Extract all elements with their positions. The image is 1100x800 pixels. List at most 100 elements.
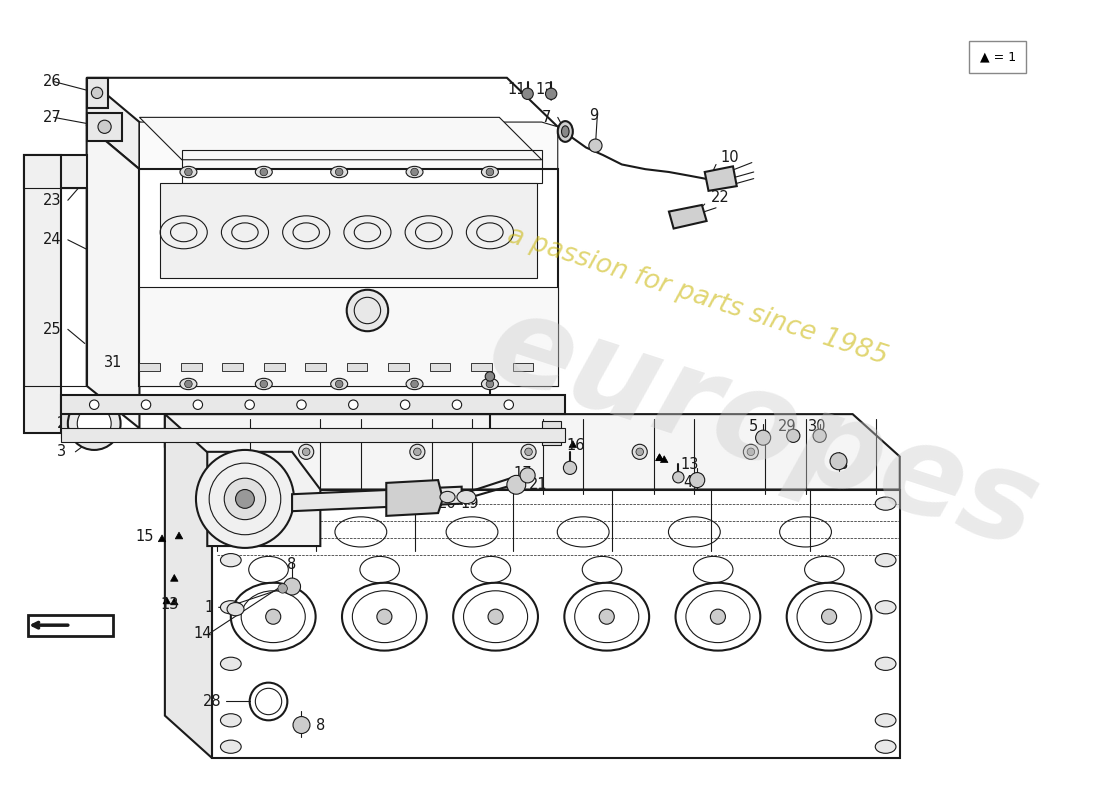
Polygon shape [293,486,462,511]
Text: 21: 21 [529,478,548,492]
Circle shape [302,448,310,455]
Circle shape [196,450,294,548]
Text: europes: europes [473,282,1053,574]
Polygon shape [513,363,534,370]
Circle shape [822,609,837,624]
Circle shape [507,475,526,494]
Polygon shape [62,395,565,414]
Ellipse shape [440,491,455,502]
Polygon shape [140,169,558,386]
Ellipse shape [876,740,896,754]
Polygon shape [660,456,668,462]
Polygon shape [207,452,320,546]
Ellipse shape [876,658,896,670]
Text: 19: 19 [460,496,478,511]
Text: 8: 8 [316,718,324,733]
Text: 22: 22 [712,190,730,205]
Polygon shape [471,363,492,370]
Circle shape [278,584,287,593]
Circle shape [336,168,343,176]
Circle shape [600,609,614,624]
Circle shape [245,400,254,410]
Text: 20: 20 [438,496,456,511]
Polygon shape [140,118,541,160]
Circle shape [185,380,192,388]
Ellipse shape [876,601,896,614]
Circle shape [504,400,514,410]
Ellipse shape [180,166,197,178]
Circle shape [588,139,602,152]
Circle shape [293,717,310,734]
Circle shape [786,430,800,442]
Ellipse shape [406,378,424,390]
Circle shape [410,168,418,176]
Circle shape [349,400,358,410]
Text: 8: 8 [287,558,297,572]
Circle shape [486,380,494,388]
Ellipse shape [220,601,241,614]
Circle shape [521,88,534,99]
Polygon shape [430,363,450,370]
Polygon shape [158,535,166,542]
Circle shape [410,380,418,388]
Text: 14: 14 [194,626,212,641]
Polygon shape [23,155,87,188]
Polygon shape [163,597,170,604]
Polygon shape [669,205,706,229]
Text: 25: 25 [43,322,62,337]
Text: 15: 15 [135,529,154,544]
Circle shape [756,430,771,446]
Text: 28: 28 [202,694,221,709]
Text: 11: 11 [507,82,526,97]
Circle shape [98,120,111,134]
Ellipse shape [227,602,244,616]
Text: 9: 9 [588,108,598,123]
Polygon shape [212,490,900,758]
Text: 2: 2 [56,416,66,431]
Polygon shape [140,287,558,386]
Circle shape [520,468,535,483]
Polygon shape [165,414,900,490]
Text: 4: 4 [683,475,692,490]
Circle shape [452,400,462,410]
Text: 12: 12 [536,82,554,97]
Polygon shape [656,454,663,461]
Circle shape [185,168,192,176]
Polygon shape [569,441,576,447]
Text: 10: 10 [720,150,739,166]
Text: 26: 26 [43,74,62,89]
Circle shape [563,462,576,474]
Circle shape [400,400,410,410]
Text: 13: 13 [161,597,179,612]
Polygon shape [87,78,108,108]
Circle shape [690,473,705,488]
Text: 3: 3 [57,444,66,459]
Polygon shape [222,363,243,370]
Circle shape [297,400,306,410]
Ellipse shape [220,554,241,566]
Ellipse shape [876,554,896,566]
Circle shape [299,444,314,459]
Text: 27: 27 [43,110,62,125]
Text: 8: 8 [838,457,848,471]
Polygon shape [386,480,443,516]
Circle shape [89,400,99,410]
Text: 5: 5 [749,419,758,434]
Circle shape [813,430,826,442]
Text: 1: 1 [205,600,213,614]
Ellipse shape [220,740,241,754]
Text: 30: 30 [807,419,826,434]
Circle shape [546,88,557,99]
Ellipse shape [331,378,348,390]
Ellipse shape [220,658,241,670]
Polygon shape [306,363,326,370]
Circle shape [346,290,388,331]
Polygon shape [62,410,87,438]
Text: 17: 17 [514,466,532,481]
Polygon shape [388,363,409,370]
Polygon shape [175,532,183,539]
FancyBboxPatch shape [969,41,1026,73]
Polygon shape [23,155,62,433]
Polygon shape [705,166,737,191]
Circle shape [673,472,684,483]
